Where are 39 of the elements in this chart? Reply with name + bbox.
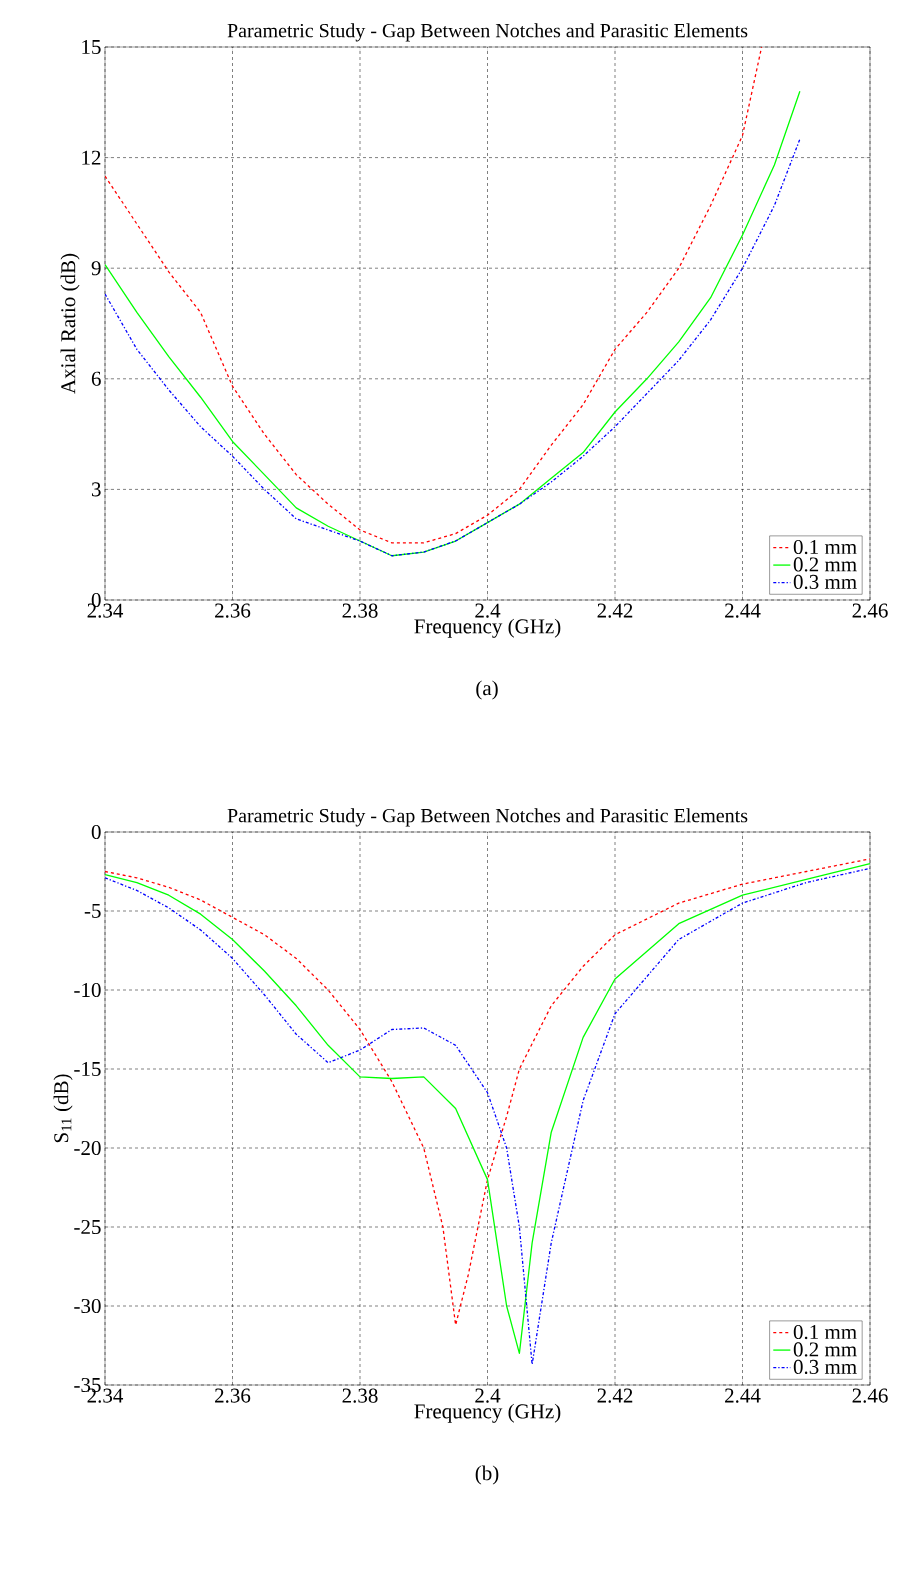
legend-label: 0.3 mm (793, 1359, 857, 1375)
y-axis-title: S$_{11}$ (dB) (53, 1074, 73, 1143)
legend-label: 0.1 mm (793, 539, 857, 555)
y-tick-label: 6 (91, 371, 101, 386)
legend-label: 0.2 mm (793, 1342, 857, 1357)
legend-label: 0.3 mm (793, 574, 857, 590)
y-tick-label: 0 (91, 824, 101, 840)
x-tick-label: 2.44 (725, 1388, 761, 1403)
chart-title: Parametric Study - Gap Between Notches and Parasitic Elements (227, 808, 748, 827)
y-tick-label: -30 (74, 1298, 101, 1314)
x-tick-label: 2.44 (725, 603, 761, 618)
x-tick-label: 2.42 (597, 1388, 633, 1403)
x-tick-label: 2.46 (852, 1388, 888, 1403)
x-tick-label: 2.36 (215, 1388, 251, 1403)
legend-label: 0.1 mm (793, 1324, 857, 1340)
text: (b) (475, 1465, 499, 1485)
legend-label: 0.2 mm (793, 557, 857, 572)
x-tick-label: 2.38 (342, 1388, 378, 1403)
y-tick-label: -15 (74, 1061, 101, 1077)
y-tick-label: -20 (74, 1140, 101, 1156)
y-tick-label: 12 (82, 150, 101, 165)
y-tick-label: 15 (82, 39, 101, 55)
line-series (105, 47, 763, 544)
chart-title: Parametric Study - Gap Between Notches and Parasitic Elements (227, 23, 748, 42)
y-tick-label: -10 (74, 982, 101, 998)
x-axis-title: Frequency (GHz) (414, 618, 561, 638)
x-tick-label: 2.46 (852, 603, 888, 618)
x-tick-label: 2.42 (597, 603, 633, 618)
y-tick-label: -25 (74, 1219, 101, 1235)
text: (a) (476, 680, 498, 700)
x-tick-label: 2.4 (475, 1388, 501, 1403)
y-tick-label: -5 (84, 904, 101, 918)
y-tick-label: 3 (91, 482, 101, 497)
y-axis-title: Axial Ratio (dB) (60, 253, 80, 394)
x-axis-title: Frequency (GHz) (414, 1403, 561, 1423)
x-tick-label: 2.38 (342, 603, 378, 618)
x-tick-label: 2.4 (475, 603, 501, 618)
y-tick-label: 9 (91, 261, 101, 276)
x-tick-label: 2.36 (215, 603, 251, 618)
